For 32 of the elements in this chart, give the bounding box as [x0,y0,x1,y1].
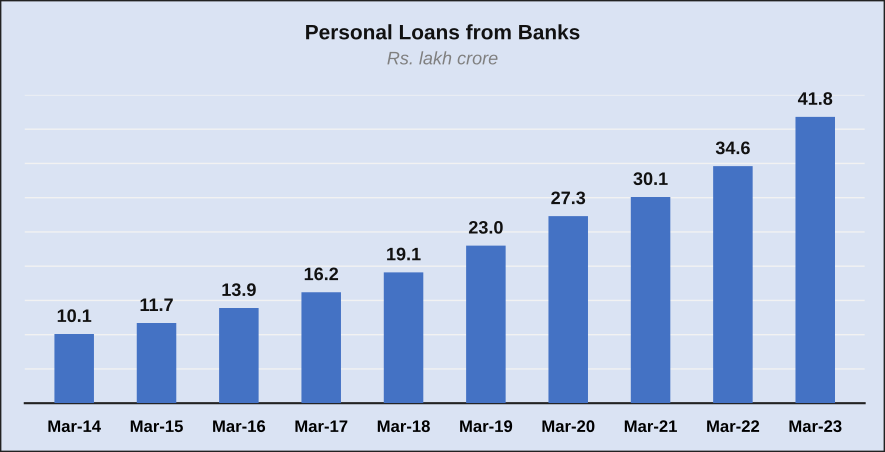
data-label: 30.1 [633,172,668,186]
data-label: 27.3 [551,191,586,204]
data-label: 34.6 [716,141,750,154]
bar [384,272,424,404]
data-label: 11.7 [140,298,173,311]
data-label: 10.1 [58,309,92,322]
bar [630,196,670,404]
bar [713,166,753,404]
bar [219,308,259,404]
chart-title: Personal Loans from Banks [306,24,580,40]
x-tick-label: Mar-16 [213,420,266,432]
data-label: 19.1 [387,248,421,260]
bar [548,216,588,404]
bar [54,334,94,404]
x-tick-label: Mar-15 [130,420,183,432]
bar [795,116,836,404]
x-tick-label: Mar-23 [789,420,842,432]
bar [136,323,176,404]
data-label: 23.0 [468,220,503,234]
x-tick-label: Mar-19 [460,420,512,432]
data-label: 16.2 [304,268,338,280]
x-tick-label: Mar-22 [707,420,760,432]
bar [301,292,341,404]
x-tick-label: Mar-17 [295,420,348,432]
x-tick-label: Mar-21 [624,420,677,432]
x-tick-label: Mar-18 [378,420,430,432]
x-tick-label: Mar-20 [542,420,594,432]
data-label: 13.9 [222,283,256,296]
x-tick-label: Mar-14 [48,420,101,432]
chart-subtitle: Rs. lakh crore [387,51,498,65]
bar [466,246,506,404]
data-label: 41.8 [798,92,832,105]
